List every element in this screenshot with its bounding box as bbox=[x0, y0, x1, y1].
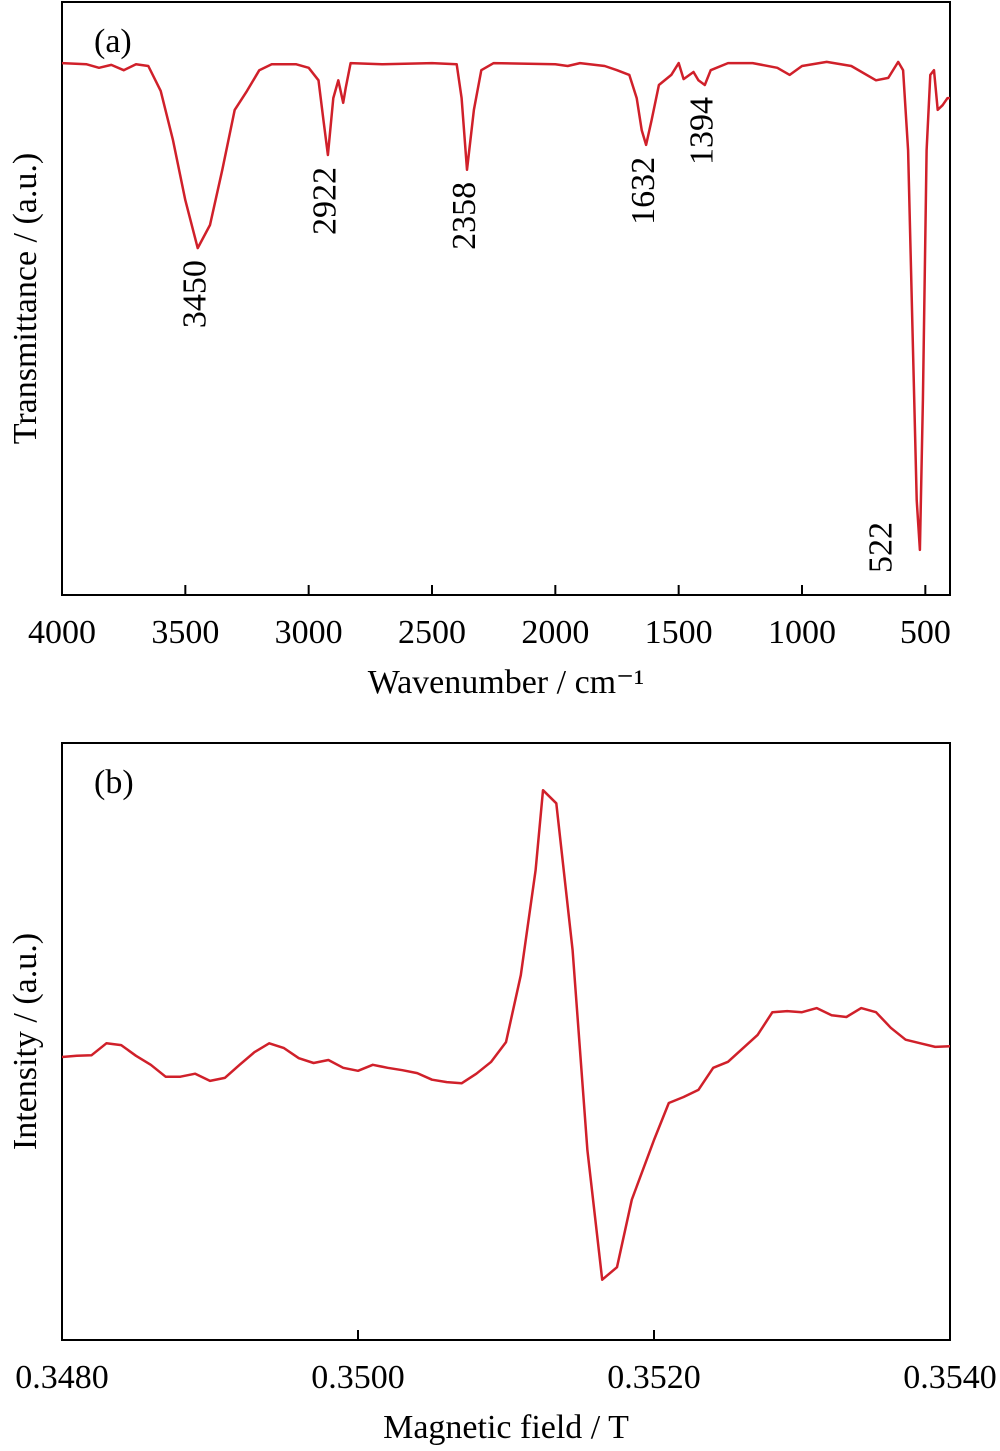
x-tick-label: 1000 bbox=[768, 614, 836, 651]
x-tick-label: 0.3480 bbox=[15, 1359, 109, 1396]
plot-frame bbox=[61, 742, 951, 1341]
peak-label: 1632 bbox=[625, 157, 662, 225]
peak-label: 1394 bbox=[684, 97, 721, 165]
x-tick-label: 3500 bbox=[151, 614, 219, 651]
x-tick-label: 500 bbox=[900, 614, 951, 651]
y-axis-label: Transmittance / (a.u.) bbox=[7, 153, 44, 444]
peak-label: 2358 bbox=[446, 182, 483, 250]
spectrum-line bbox=[61, 60, 950, 552]
peak-label: 522 bbox=[863, 522, 900, 573]
x-tick-label: 1500 bbox=[645, 614, 713, 651]
x-tick-label: 3000 bbox=[275, 614, 343, 651]
x-tick-label: 2500 bbox=[398, 614, 466, 651]
peak-label: 2922 bbox=[307, 167, 344, 235]
y-axis-label: Intensity / (a.u.) bbox=[7, 933, 44, 1150]
x-tick-label: 0.3500 bbox=[311, 1359, 405, 1396]
x-axis-label: Magnetic field / T bbox=[383, 1409, 629, 1446]
x-tick-label: 4000 bbox=[28, 614, 96, 651]
peak-label: 3450 bbox=[176, 260, 213, 328]
x-axis-label: Wavenumber / cm⁻¹ bbox=[368, 664, 645, 701]
x-tick-label: 2000 bbox=[521, 614, 589, 651]
spectrum-line bbox=[61, 788, 951, 1281]
x-tick-label: 0.3540 bbox=[903, 1359, 997, 1396]
panel-label: (a) bbox=[94, 23, 132, 60]
plot-frame bbox=[61, 1, 951, 596]
panel-label: (b) bbox=[94, 764, 134, 801]
x-tick-label: 0.3520 bbox=[607, 1359, 701, 1396]
